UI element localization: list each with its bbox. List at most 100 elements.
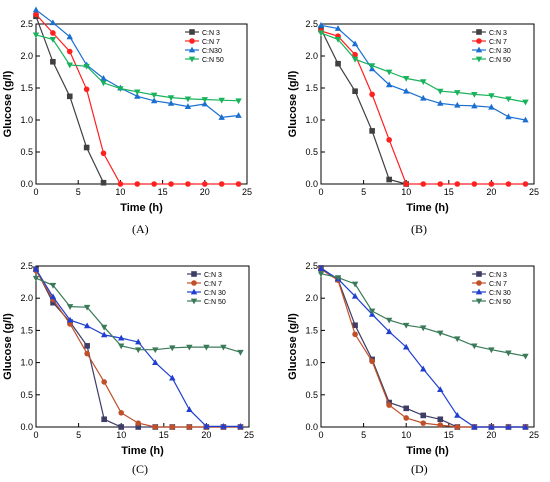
- legend-marker: [476, 271, 482, 277]
- data-point: [203, 344, 210, 351]
- legend-label: C:N 50: [489, 57, 511, 64]
- legend: C:N 3 C:N 7 C:N 30 C:N 50: [472, 29, 511, 64]
- data-point: [218, 114, 225, 120]
- data-point: [100, 75, 107, 81]
- data-point: [83, 86, 90, 93]
- data-point: [522, 181, 529, 187]
- y-tick-label: 1.0: [20, 115, 33, 125]
- data-point: [134, 89, 141, 96]
- data-point: [352, 322, 358, 329]
- series-3: [317, 21, 529, 123]
- data-point: [184, 103, 192, 109]
- data-point: [201, 100, 208, 107]
- data-point: [385, 69, 393, 76]
- data-point: [488, 103, 495, 110]
- data-point: [32, 275, 40, 282]
- legend-label: C:N 3: [204, 272, 222, 279]
- data-point: [505, 350, 512, 357]
- legend-marker: [190, 288, 198, 295]
- y-tick-label: 2.5: [305, 19, 318, 29]
- x-tick-label: 20: [486, 430, 496, 440]
- x-tick-label: 5: [361, 187, 366, 197]
- data-point: [83, 322, 91, 329]
- data-point: [351, 56, 359, 63]
- x-tick-label: 10: [401, 430, 411, 440]
- data-point: [50, 299, 56, 306]
- data-point: [351, 281, 359, 288]
- data-point: [84, 350, 90, 357]
- data-point: [317, 30, 325, 37]
- data-point: [437, 416, 444, 423]
- data-point: [117, 181, 124, 187]
- data-point: [152, 359, 159, 365]
- x-axis-label: Time (h): [406, 445, 449, 457]
- y-tick-label: 0.0: [20, 422, 33, 432]
- data-point: [522, 423, 529, 430]
- y-tick-label: 1.5: [305, 325, 318, 335]
- y-tick-label: 1.5: [305, 83, 318, 93]
- data-point: [351, 40, 359, 47]
- y-tick-label: 2.0: [305, 293, 318, 303]
- data-point: [488, 347, 495, 354]
- x-tick-label: 25: [242, 187, 252, 197]
- data-point: [67, 321, 73, 327]
- data-point: [151, 181, 157, 187]
- data-point: [235, 98, 242, 105]
- data-point: [33, 11, 39, 18]
- data-point: [522, 99, 529, 106]
- x-tick-label: 15: [158, 187, 168, 197]
- data-point: [66, 316, 74, 323]
- data-point: [135, 424, 142, 430]
- data-point: [169, 345, 176, 352]
- data-point: [505, 113, 512, 120]
- x-tick-label: 25: [529, 430, 539, 440]
- data-point: [386, 176, 392, 183]
- legend-marker: [475, 288, 483, 295]
- y-tick-label: 2.5: [20, 261, 33, 271]
- data-point: [49, 36, 57, 43]
- data-point: [32, 265, 40, 272]
- y-axis-label: Glucose (g/l): [2, 70, 14, 137]
- data-point: [49, 19, 57, 26]
- data-point: [471, 423, 478, 430]
- data-point: [454, 412, 461, 418]
- data-point: [505, 423, 512, 430]
- y-tick-label: 0.0: [305, 422, 318, 432]
- data-point: [83, 144, 90, 151]
- data-point: [218, 97, 225, 104]
- legend-marker: [189, 29, 195, 35]
- data-point: [168, 181, 174, 187]
- data-point: [471, 181, 478, 187]
- data-point: [317, 265, 325, 271]
- x-tick-label: 15: [444, 187, 454, 197]
- data-point: [403, 322, 410, 329]
- panel-label-d: (D): [411, 462, 428, 476]
- x-tick-label: 0: [318, 187, 323, 197]
- data-point: [135, 338, 142, 345]
- data-point: [118, 343, 125, 350]
- data-point: [169, 374, 176, 381]
- data-point: [66, 62, 73, 69]
- data-point: [101, 416, 107, 423]
- x-axis-label: Time (h): [121, 445, 164, 457]
- data-point: [437, 330, 444, 337]
- legend-label: C:N 3: [202, 30, 220, 37]
- y-axis-label: Glucose (g/l): [287, 70, 299, 137]
- panel-label-c: (C): [132, 462, 148, 476]
- legend-label: C:N 7: [202, 39, 220, 46]
- data-point: [488, 93, 495, 100]
- legend: C:N 3 C:N 7 C:N 30 C:N 50: [472, 271, 511, 306]
- y-tick-label: 2.0: [20, 51, 33, 61]
- legend-marker: [476, 280, 482, 286]
- x-tick-label: 0: [33, 187, 38, 197]
- data-point: [32, 6, 40, 13]
- data-point: [235, 112, 242, 118]
- legend-marker: [475, 56, 483, 63]
- data-point: [437, 422, 444, 428]
- data-point: [420, 365, 427, 372]
- data-point: [334, 25, 342, 31]
- x-tick-label: 20: [200, 187, 210, 197]
- data-point: [403, 181, 410, 187]
- data-point: [135, 420, 142, 426]
- x-tick-label: 10: [116, 430, 126, 440]
